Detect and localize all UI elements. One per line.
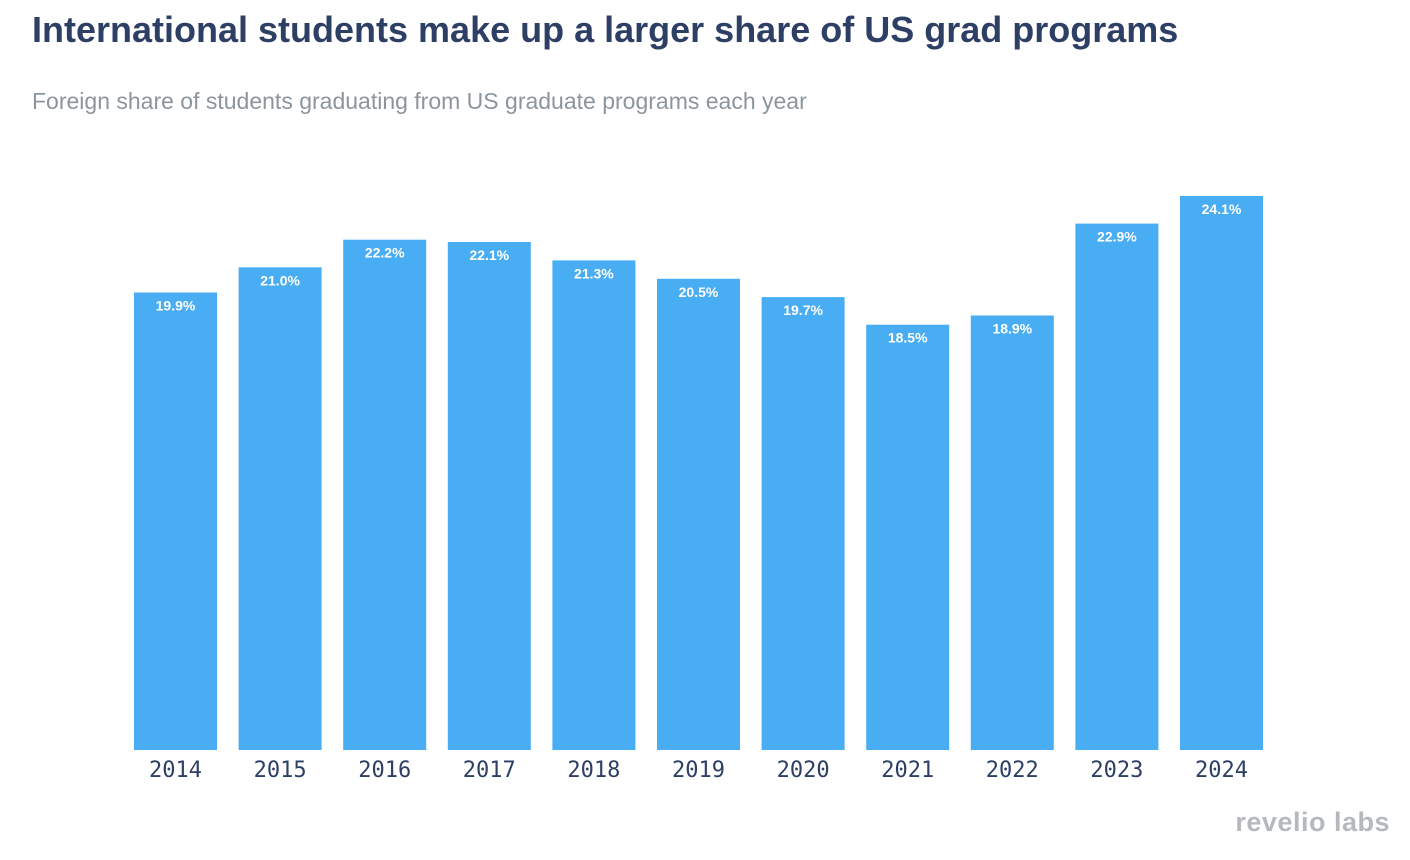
bar-value-label-2016: 22.2%: [365, 245, 405, 261]
bar-2023: [1075, 223, 1159, 751]
x-tick-label-2018: 2018: [567, 758, 620, 783]
x-tick-label-2017: 2017: [463, 758, 516, 783]
bar-2016: [343, 239, 427, 750]
x-tick-label-2019: 2019: [672, 758, 725, 783]
bar-value-label-2020: 19.7%: [783, 302, 823, 318]
revelio-labs-logo: revelio labs: [1235, 807, 1390, 837]
x-tick-label-2020: 2020: [777, 758, 830, 783]
x-tick-label-2021: 2021: [881, 758, 934, 783]
bar-value-label-2017: 22.1%: [469, 247, 509, 263]
bar-value-label-2021: 18.5%: [888, 330, 928, 346]
bar-2024: [1180, 196, 1263, 750]
bar-2017: [447, 242, 531, 750]
x-tick-label-2014: 2014: [149, 758, 202, 783]
bar-2021: [866, 324, 950, 750]
bar-value-label-2014: 19.9%: [156, 298, 196, 314]
chart-subtitle: Foreign share of students graduating fro…: [32, 88, 807, 114]
bar-value-label-2023: 22.9%: [1097, 229, 1137, 245]
bar-2014: [134, 292, 217, 750]
chart-title: International students make up a larger …: [32, 9, 1179, 50]
bar-value-label-2022: 18.9%: [992, 321, 1032, 337]
x-tick-label-2015: 2015: [254, 758, 307, 783]
x-tick-label-2024: 2024: [1195, 758, 1248, 783]
x-tick-label-2016: 2016: [358, 758, 411, 783]
x-tick-label-2022: 2022: [986, 758, 1039, 783]
bar-value-label-2019: 20.5%: [679, 284, 719, 300]
bar-value-label-2024: 24.1%: [1202, 201, 1242, 217]
bar-value-label-2015: 21.0%: [260, 272, 300, 288]
x-tick-label-2023: 2023: [1090, 758, 1143, 783]
bar-2020: [761, 297, 845, 750]
bar-2015: [238, 267, 322, 750]
bar-2019: [657, 278, 740, 750]
bar-2018: [552, 260, 636, 750]
bar-2022: [970, 315, 1054, 750]
bar-value-label-2018: 21.3%: [574, 265, 614, 281]
